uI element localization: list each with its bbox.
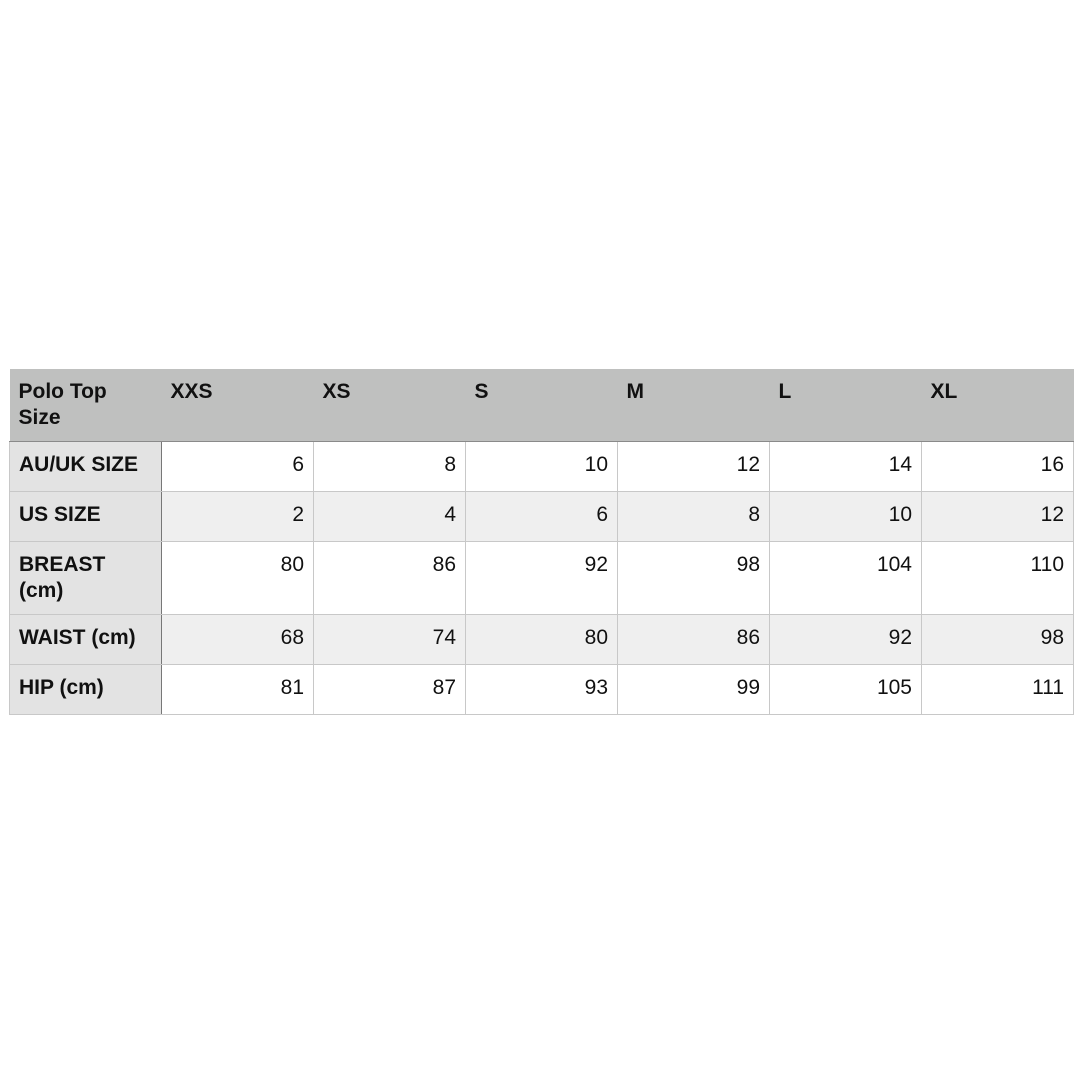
table-row: WAIST (cm) 68 74 80 86 92 98 (9, 614, 1074, 665)
table-cell: 104 (769, 541, 922, 615)
table-cell: 10 (769, 491, 922, 542)
column-header: S (465, 369, 618, 442)
column-header: XS (313, 369, 466, 442)
column-header: XXS (161, 369, 314, 442)
row-header: WAIST (cm) (9, 614, 162, 665)
table-cell: 111 (921, 664, 1074, 715)
header-row: Polo Top Size XXS XS S M L XL (9, 369, 1074, 442)
table-cell: 14 (769, 441, 922, 492)
table-cell: 74 (313, 614, 466, 665)
table-cell: 98 (617, 541, 770, 615)
table-cell: 105 (769, 664, 922, 715)
table-row: US SIZE 2 4 6 8 10 12 (9, 491, 1074, 542)
row-header: US SIZE (9, 491, 162, 542)
table-cell: 6 (161, 441, 314, 492)
table-cell: 86 (617, 614, 770, 665)
table-cell: 8 (313, 441, 466, 492)
column-header: L (769, 369, 922, 442)
row-header: AU/UK SIZE (9, 441, 162, 492)
column-header: XL (921, 369, 1074, 442)
size-chart-table: Polo Top Size XXS XS S M L XL AU/UK SIZE… (9, 369, 1074, 715)
table-cell: 2 (161, 491, 314, 542)
table-cell: 110 (921, 541, 1074, 615)
corner-header: Polo Top Size (9, 369, 162, 442)
table-cell: 12 (921, 491, 1074, 542)
column-header: M (617, 369, 770, 442)
table-row: AU/UK SIZE 6 8 10 12 14 16 (9, 441, 1074, 492)
table-row: HIP (cm) 81 87 93 99 105 111 (9, 664, 1074, 715)
table-cell: 16 (921, 441, 1074, 492)
table-cell: 68 (161, 614, 314, 665)
table-cell: 98 (921, 614, 1074, 665)
table-cell: 80 (465, 614, 618, 665)
table-cell: 12 (617, 441, 770, 492)
table-cell: 99 (617, 664, 770, 715)
row-header: BREAST (cm) (9, 541, 162, 615)
table-cell: 92 (465, 541, 618, 615)
table-cell: 8 (617, 491, 770, 542)
table-cell: 6 (465, 491, 618, 542)
table-row: BREAST (cm) 80 86 92 98 104 110 (9, 541, 1074, 615)
table-cell: 4 (313, 491, 466, 542)
table-cell: 80 (161, 541, 314, 615)
table-cell: 92 (769, 614, 922, 665)
table-cell: 93 (465, 664, 618, 715)
table-cell: 87 (313, 664, 466, 715)
table-cell: 81 (161, 664, 314, 715)
row-header: HIP (cm) (9, 664, 162, 715)
table-cell: 86 (313, 541, 466, 615)
table-cell: 10 (465, 441, 618, 492)
